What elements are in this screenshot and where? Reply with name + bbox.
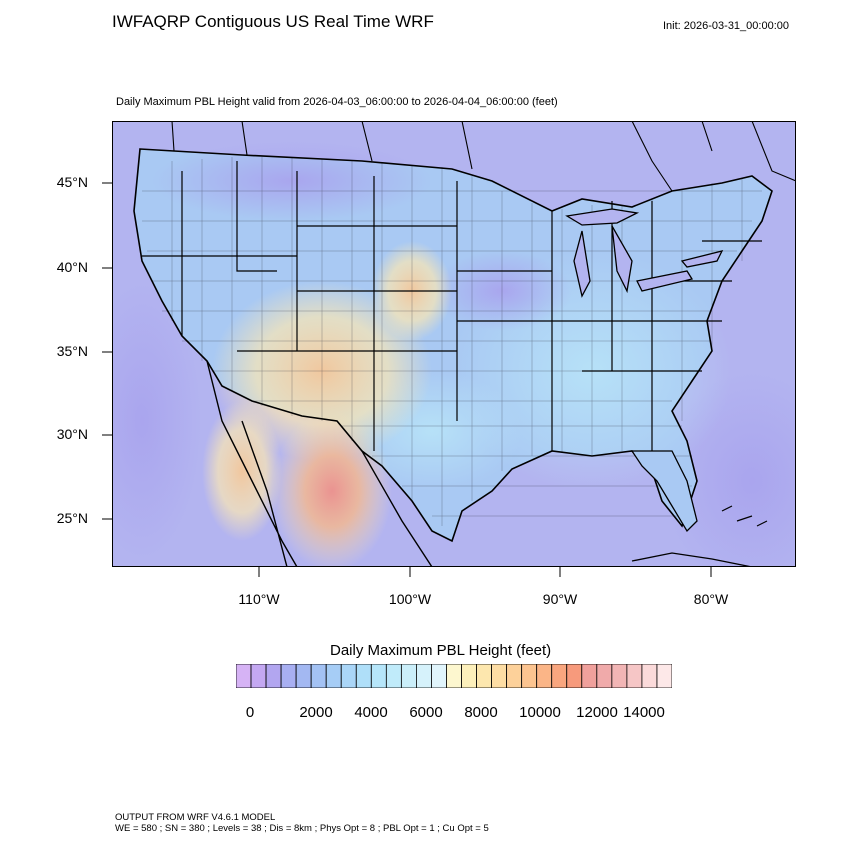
map-subtitle: Daily Maximum PBL Height valid from 2026… (116, 96, 558, 108)
colorbar-swatch (461, 664, 477, 688)
colorbar-swatch (656, 664, 672, 688)
colorbar-swatch (596, 664, 613, 688)
lat-label-25: 25°N (56, 510, 88, 526)
canada-lines (171, 121, 796, 192)
florida (630, 450, 698, 533)
colorbar-swatch (325, 664, 342, 688)
colorbar-swatch (491, 664, 508, 688)
colorbar-swatch (431, 664, 447, 688)
map-frame (112, 121, 796, 567)
colorbar-tick-2000: 2000 (299, 704, 333, 721)
colorbar-swatch (280, 664, 297, 688)
colorbar-swatch (566, 664, 583, 688)
lat-label-30: 30°N (56, 426, 88, 442)
plot-title: IWFAQRP Contiguous US Real Time WRF (112, 12, 434, 31)
baja-shading (202, 401, 282, 541)
colorbar-swatch (521, 664, 538, 688)
colorbar-tick-6000: 6000 (409, 704, 443, 721)
colorbar-swatch (626, 664, 643, 688)
colorbar-swatch (446, 664, 462, 688)
lon-label-110w: 110°W (238, 591, 280, 607)
colorbar-swatch (416, 664, 432, 688)
colorbar-swatch (355, 664, 372, 688)
colorbar-tick-12000: 12000 (576, 704, 618, 721)
pacific-shading (112, 281, 202, 561)
county-lines (142, 157, 762, 526)
colorbar-swatch (641, 664, 658, 688)
colorbar-tick-10000: 10000 (519, 704, 561, 721)
lat-label-35: 35°N (56, 343, 88, 359)
colorbar-swatch (551, 664, 568, 688)
colorbar-tick-8000: 8000 (464, 704, 498, 721)
colorbar-swatch (340, 664, 357, 688)
colorbar-swatch (611, 664, 628, 688)
map-panel (102, 121, 796, 577)
colorbar-swatch (385, 664, 402, 688)
colorbar-swatch (581, 664, 598, 688)
great-lakes (565, 208, 724, 298)
colorbar-swatch (250, 664, 267, 688)
colorbar-swatch (476, 664, 492, 688)
colorbar-swatch (265, 664, 282, 688)
lon-label-80w: 80°W (693, 591, 729, 607)
footer-config: WE = 580 ; SN = 380 ; Levels = 38 ; Dis … (115, 823, 489, 834)
lon-label-100w: 100°W (388, 591, 432, 607)
colorbar-tick-4000: 4000 (354, 704, 388, 721)
lon-label-90w: 90°W (542, 591, 578, 607)
colorbar-swatch (400, 664, 417, 688)
lat-label-45: 45°N (56, 174, 88, 190)
init-time: Init: 2026-03-31_00:00:00 (663, 20, 789, 32)
colorbar-swatch (236, 664, 252, 688)
colorbar-swatch (370, 664, 387, 688)
colorbar-swatch (506, 664, 523, 688)
cuba (631, 552, 753, 567)
bahamas (721, 505, 768, 527)
pbl-map (112, 121, 796, 567)
mexico-coast (206, 360, 433, 567)
colorbar-swatch (310, 664, 327, 688)
colorbar (236, 664, 672, 688)
colorbar-swatch (536, 664, 553, 688)
colorbar-title: Daily Maximum PBL Height (feet) (330, 642, 552, 659)
footer-model: OUTPUT FROM WRF V4.6.1 MODEL (115, 812, 276, 823)
colorbar-tick-0: 0 (245, 704, 255, 721)
lat-label-40: 40°N (56, 259, 88, 275)
country-border (133, 148, 773, 543)
colorbar-tick-14000: 14000 (623, 704, 665, 721)
colorbar-swatch (295, 664, 312, 688)
